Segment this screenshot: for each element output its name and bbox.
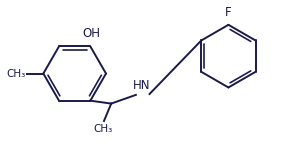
Text: OH: OH <box>83 27 101 40</box>
Text: CH₃: CH₃ <box>93 124 112 134</box>
Text: F: F <box>225 6 232 19</box>
Text: CH₃: CH₃ <box>7 69 26 79</box>
Text: HN: HN <box>133 79 151 92</box>
